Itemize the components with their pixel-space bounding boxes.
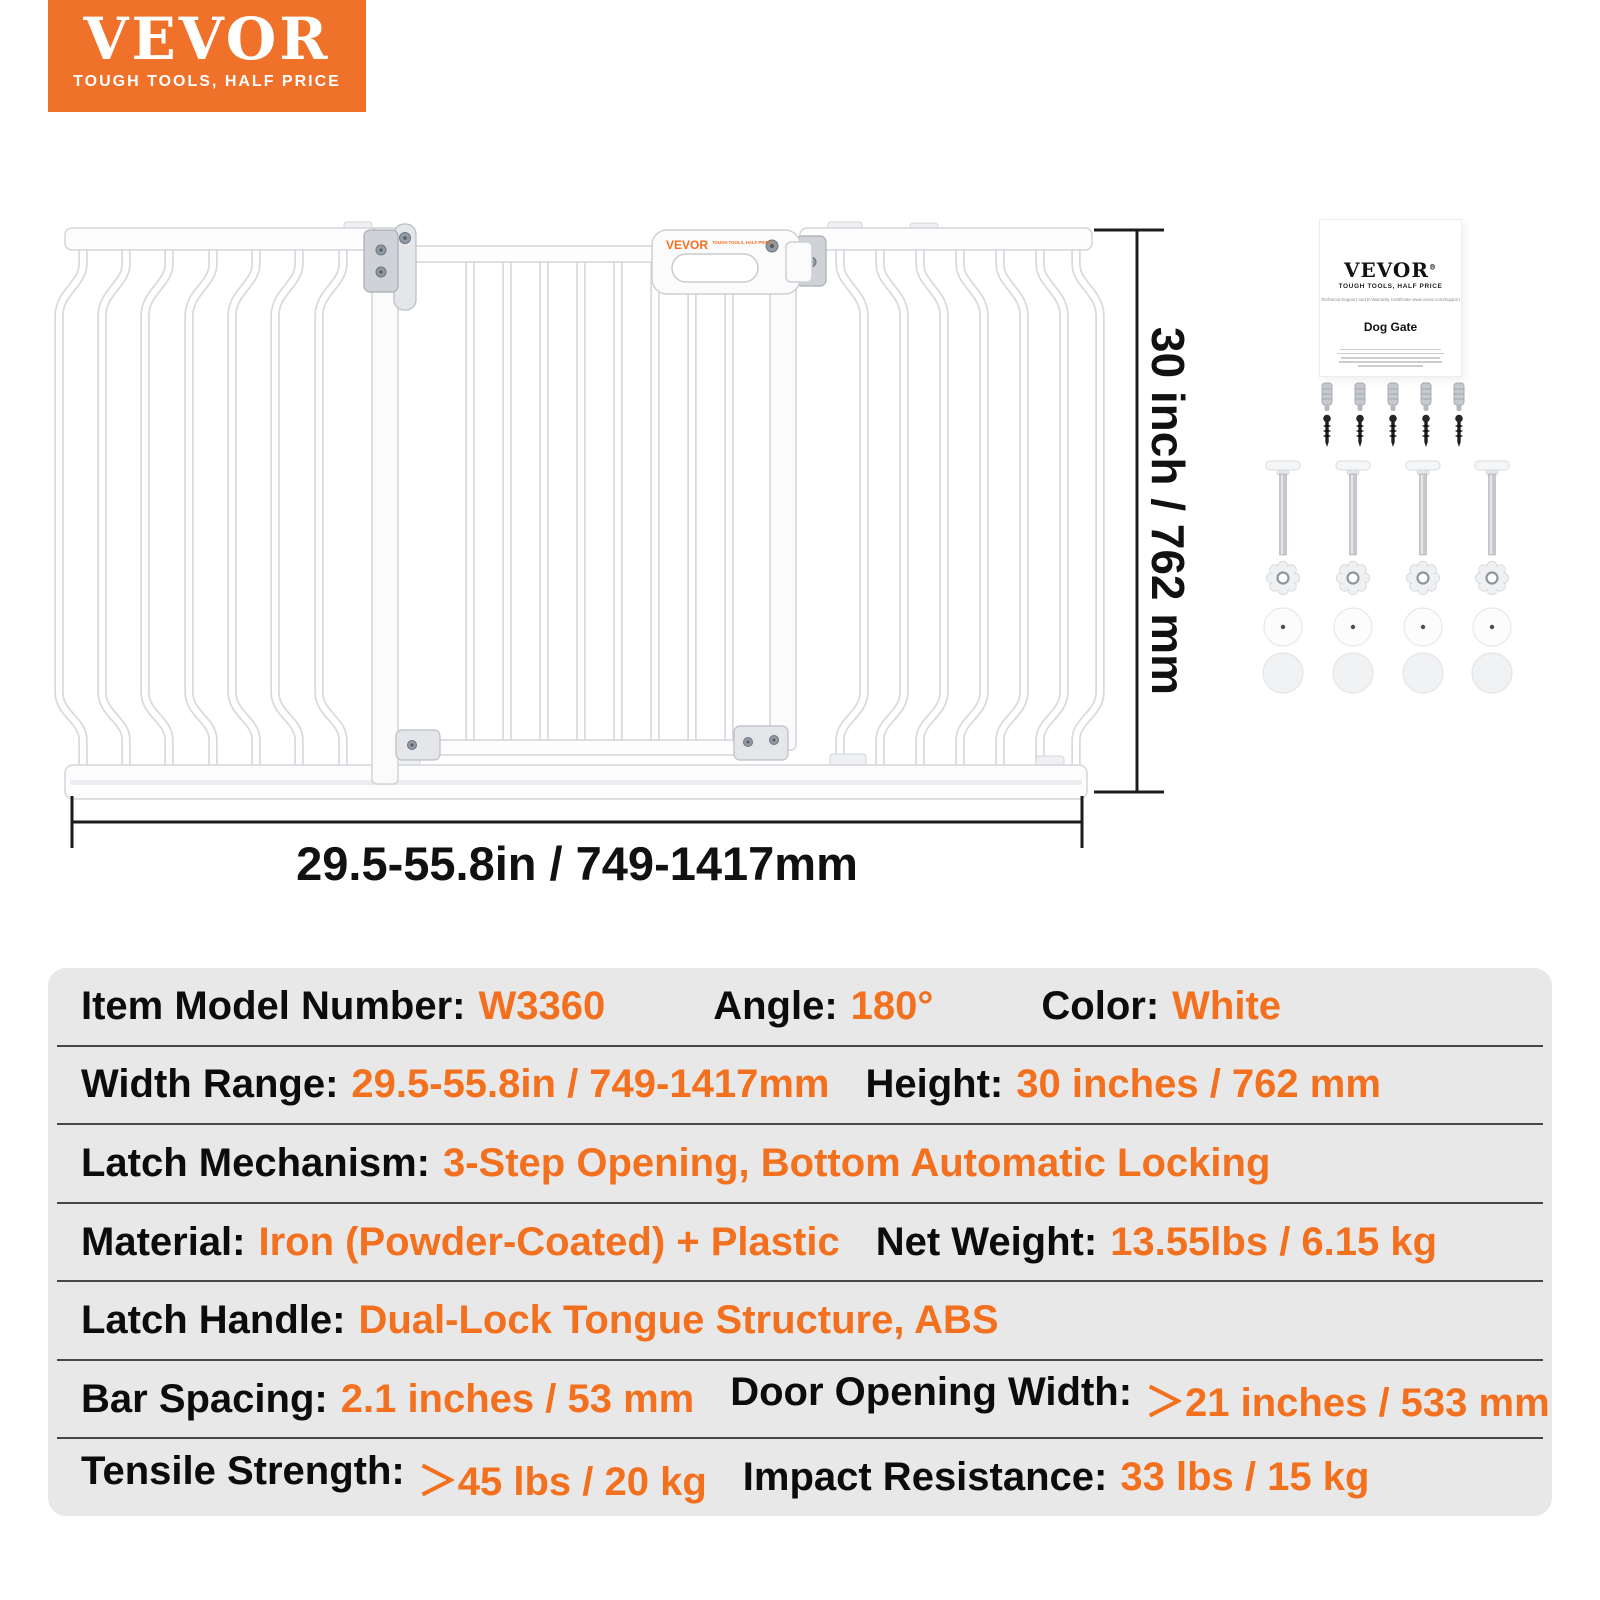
- spec-row: Material: Iron (Powder-Coated) + Plastic…: [57, 1204, 1543, 1283]
- spec-label: Impact Resistance:: [742, 1455, 1108, 1500]
- spec-value: 33 lbs / 15 kg: [1120, 1455, 1370, 1500]
- manual-title: Dog Gate: [1363, 320, 1418, 334]
- latch-post: [769, 235, 797, 751]
- spec-value: 180°: [850, 983, 934, 1028]
- spec-value: 2.1 inches / 53 mm: [340, 1376, 695, 1421]
- spec-label: Color:: [1041, 983, 1160, 1028]
- handle-tagline-text: TOUGH TOOLS, HALF PRICE: [712, 240, 772, 245]
- spec-label: Width Range:: [81, 1062, 339, 1107]
- spec-value: 3-Step Opening, Bottom Automatic Locking: [442, 1140, 1271, 1185]
- registered-mark: ®: [1428, 262, 1437, 272]
- spec-label: Door Opening Width:: [730, 1370, 1133, 1415]
- vevor-logo: VEVOR TOUGH TOOLS, HALF PRICE: [48, 0, 366, 112]
- width-dimension-line: [70, 796, 1084, 848]
- spec-value: W3360: [478, 983, 606, 1028]
- door-bars: [470, 258, 729, 742]
- spec-label: Item Model Number:: [81, 983, 466, 1028]
- spec-value: Iron (Powder-Coated) + Plastic: [258, 1219, 840, 1264]
- spec-value: 30 inches / 762 mm: [1016, 1062, 1381, 1107]
- spec-label: Latch Handle:: [81, 1298, 346, 1343]
- spec-value: ＞21 inches / 533 mm: [1145, 1381, 1550, 1426]
- spec-row: Item Model Number: W3360 Angle: 180° Col…: [57, 968, 1543, 1047]
- spec-label: Bar Spacing:: [81, 1376, 328, 1421]
- handle-brand-text: VEVOR: [666, 238, 708, 252]
- spec-label: Latch Mechanism:: [81, 1140, 430, 1185]
- gate-hinge: [363, 223, 417, 311]
- right-wing-bars: [840, 246, 1100, 780]
- spec-label: Tensile Strength:: [81, 1448, 405, 1493]
- spec-value: Dual-Lock Tongue Structure, ABS: [358, 1298, 999, 1343]
- manual-tagline: TOUGH TOOLS, HALF PRICE: [1338, 283, 1443, 290]
- spec-label: Height:: [865, 1062, 1004, 1107]
- spec-row: Width Range: 29.5-55.8in / 749-1417mm He…: [57, 1047, 1543, 1126]
- spec-row: Bar Spacing: 2.1 inches / 53 mm Door Ope…: [57, 1361, 1550, 1440]
- width-dimension-label: 29.5-55.8in / 749-1417mm: [296, 837, 858, 890]
- spec-label: Material:: [81, 1219, 246, 1264]
- pressure-discs: [1263, 607, 1512, 647]
- spec-label: Net Weight:: [875, 1219, 1098, 1264]
- height-dimension-line: [1094, 228, 1164, 794]
- logo-wordmark: VEVOR: [83, 5, 331, 73]
- spec-value: ＞45 lbs / 20 kg: [417, 1459, 707, 1504]
- manual-card: VEVOR® TOUGH TOOLS, HALF PRICE Technical…: [1319, 219, 1462, 377]
- wall-anchors: [1321, 382, 1465, 412]
- gate-illustration: VEVOR TOUGH TOOLS, HALF PRICE 30 inch / …: [0, 221, 1513, 890]
- spec-row: Latch Mechanism: 3-Step Opening, Bottom …: [57, 1125, 1543, 1204]
- tension-rods: [1265, 460, 1510, 556]
- flower-nuts: [1265, 560, 1510, 596]
- spec-row: Tensile Strength: ＞45 lbs / 20 kg Impact…: [57, 1439, 1543, 1516]
- left-wing-bars: [59, 246, 343, 780]
- spec-value: White: [1172, 983, 1282, 1028]
- hinge-post: [371, 227, 399, 785]
- spec-table: Item Model Number: W3360 Angle: 180° Col…: [48, 968, 1552, 1516]
- top-rail: [64, 221, 1093, 263]
- spec-label: Angle:: [713, 983, 838, 1028]
- height-dimension-label: 30 inch / 762 mm: [1142, 327, 1194, 695]
- manual-support-line: Technical Support and E-Warranty Certifi…: [1321, 297, 1460, 302]
- mounting-screws: [1322, 414, 1464, 448]
- spec-row: Latch Handle: Dual-Lock Tongue Structure…: [57, 1282, 1543, 1361]
- logo-tagline: TOUGH TOOLS, HALF PRICE: [73, 73, 341, 90]
- bottom-rail: [64, 753, 1088, 800]
- door-bottom-rail: [395, 725, 789, 761]
- wall-pads: [1262, 652, 1513, 694]
- manual-fine-print: [1334, 346, 1447, 370]
- spec-value: 29.5-55.8in / 749-1417mm: [351, 1062, 830, 1107]
- spec-value: 13.55lbs / 6.15 kg: [1110, 1219, 1438, 1264]
- manual-brand: VEVOR®: [1344, 258, 1437, 282]
- door-handle: VEVOR TOUGH TOOLS, HALF PRICE: [651, 229, 813, 295]
